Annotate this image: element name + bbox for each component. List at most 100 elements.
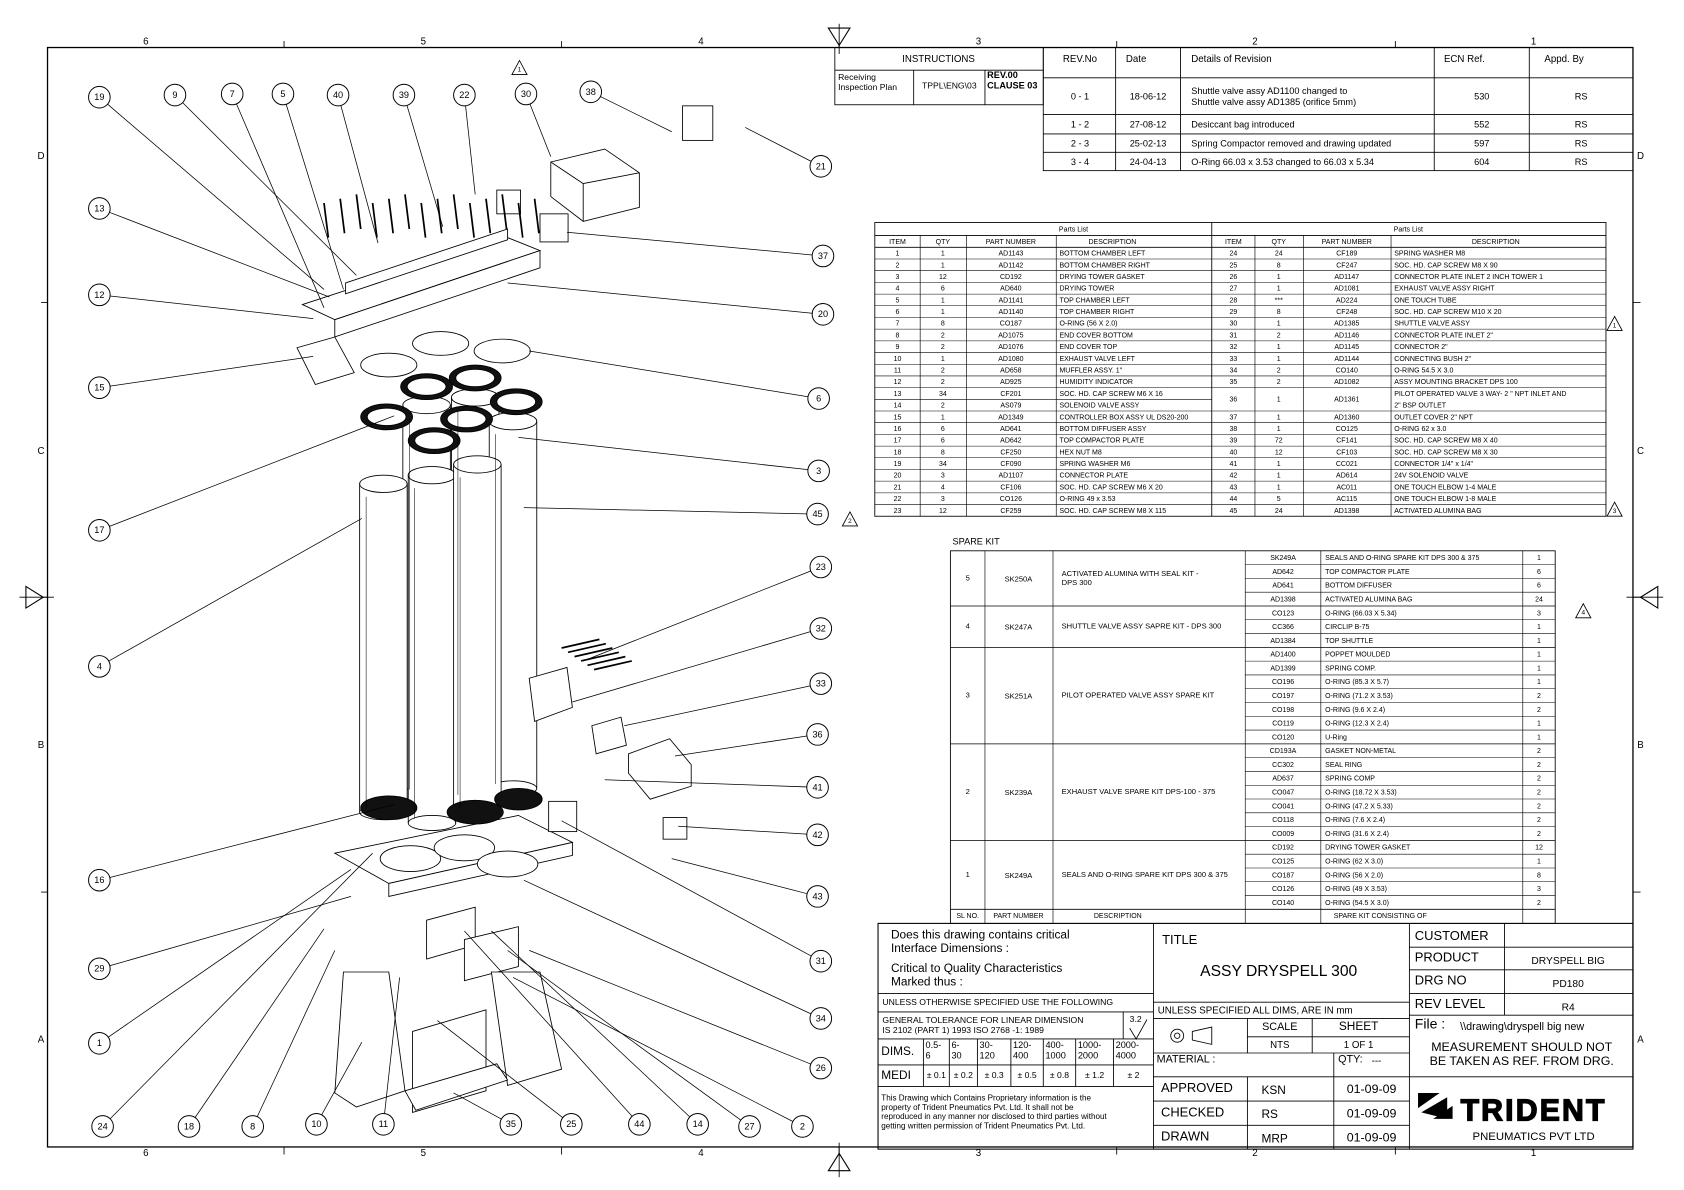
leader-line [109,852,373,1120]
parts-list-cell: AD1141 [998,297,1023,304]
spare-kit-item: O-RING (49 X 3.53) [1325,886,1387,893]
proprietary-note: getting written permission of Trident Pn… [881,1121,1085,1130]
parts-list-header: ITEM [889,239,906,246]
dims-range: 2000- [1116,1040,1139,1050]
parts-list-cell: 22 [894,496,902,503]
parts-list-cell: AD1146 [1334,332,1359,339]
parts-list-cell: CONNECTOR PLATE INLET 2" [1394,332,1493,339]
drying-tower-top [453,455,502,474]
spare-kit-item: AD637 [1272,776,1294,783]
spare-kit-item: 1 [1537,638,1541,645]
dims-range: 120 [980,1050,995,1060]
parts-list-cell: 1 [941,414,945,421]
balloon [686,1112,709,1136]
o-ring [379,845,442,872]
spare-kit-item: SPRING COMP. [1325,665,1376,672]
tolerance: ± 0.8 [1050,1070,1069,1080]
parts-list-cell: ACTIVATED ALUMINA BAG [1394,508,1481,515]
revision-marker: 1 [1613,322,1617,329]
parts-list-cell: AD642 [1000,438,1022,445]
parts-list-cell: 2 [941,344,945,351]
logo-mark [1433,1105,1453,1119]
spare-kit-item: SEAL RING [1325,762,1362,769]
zone-label: 3 [976,37,981,48]
balloon-number: 5 [280,89,285,99]
revision-marker: 4 [1581,610,1585,617]
parts-list-cell: 24 [1229,251,1237,258]
shuttle-valve [528,666,573,723]
proprietary-note: This Drawing which Contains Proprietary … [881,1094,1091,1103]
balloon [738,1115,761,1138]
parts-list-cell: CF103 [1336,449,1357,456]
balloon-number: 32 [816,624,826,634]
spare-kit-group: 5 [966,573,970,582]
approval-date: 01-09-09 [1347,1131,1397,1145]
parts-list-cell: 36 [1229,397,1237,404]
spare-kit-item: O-RING (56 X 2.0) [1325,872,1383,879]
parts-list-cell: 2 [896,262,900,269]
leader-line [285,104,344,290]
spare-kit-item: O-RING (47.2 X 5.33) [1325,803,1393,810]
title-block-text: UNLESS OTHERWISE SPECIFIED USE THE FOLLO… [882,997,1113,1007]
leader-line [583,570,811,662]
tolerance: ± 0.5 [1018,1070,1037,1080]
title-block-text: QTY: [1338,1053,1363,1065]
revision-marker: 3 [1613,508,1617,515]
spare-kit-item: CC302 [1272,762,1294,769]
projection-symbol [1170,1028,1185,1043]
parts-list-table [874,222,1607,517]
parts-list-cell: AC011 [1336,484,1357,491]
zone-label: 6 [143,1148,148,1159]
parts-list-cell: SOC. HD. CAP SCREW M8 X 30 [1394,449,1497,456]
revision-table [1042,47,1634,172]
title-block-text: Marked thus : [891,975,963,989]
balloon-number: 42 [812,830,822,840]
spare-kit-item: CO009 [1272,831,1294,838]
diffuser-holes [366,407,407,426]
leader-line [182,102,357,276]
title-block-label: CUSTOMER [1415,928,1489,943]
parts-list-cell: 19 [894,461,902,468]
dims-range: 6 [926,1050,931,1060]
parts-list-cell: EXHAUST VALVE ASSY RIGHT [1394,286,1495,293]
parts-list-cell: HEX NUT M8 [1059,449,1101,456]
instructions-cell: Inspection Plan [838,82,897,92]
parts-list-cell: AD1385 [1334,321,1359,328]
dims-range: 2000 [1078,1050,1098,1060]
parts-list-cell: 1 [941,297,945,304]
balloon [809,1007,833,1030]
parts-list-cell: 1 [941,262,945,269]
bolt [339,198,346,234]
spare-kit-item: O-RING (62 X 3.0) [1325,858,1383,865]
approval-name: MRP [1261,1132,1287,1146]
parts-list-cell: 14 [894,403,902,410]
spare-kit-item: AD642 [1272,569,1294,576]
parts-list-cell: 38 [1229,426,1237,433]
o-ring [476,850,539,878]
balloon-number: 1 [97,1038,102,1048]
parts-list-cell: 1 [1277,321,1281,328]
spare-kit-item: 1 [1537,721,1541,728]
spare-kit-group: SK250A [1005,574,1034,583]
parts-list-header: PART NUMBER [1322,239,1372,246]
title-block-label: DRG NO [1415,973,1467,988]
parts-list-cell: TOP CHAMBER RIGHT [1059,309,1135,316]
balloon-number: 31 [816,956,826,966]
parts-list-cell: 1 [1277,484,1281,491]
spare-kit-item: 1 [1537,734,1541,741]
parts-list-cell: AD1107 [998,473,1023,480]
parts-list-cell: ONE TOUCH ELBOW 1-8 MALE [1394,496,1496,503]
parts-list-cell: 24V SOLENOID VALVE [1394,473,1468,480]
parts-list-cell: 1 [1277,274,1281,281]
title-block-text: IS 2102 (PART 1) 1993 ISO 2768 -1: 1989 [882,1025,1044,1035]
zone-label: D [38,151,45,162]
revision-cell: 25-02-13 [1130,139,1167,149]
spare-kit-item: O-RING (7.6 X 2.4) [1325,817,1385,824]
measurement-note: MEASUREMENT SHOULD NOT [1431,1040,1612,1054]
parts-list-cell: 1 [896,251,900,258]
balloon-number: 15 [94,383,104,393]
zone-label: C [1637,446,1644,457]
spare-kit-item: SPRING COMP [1325,776,1375,783]
parts-list-cell: 72 [1275,438,1283,445]
spare-kit-item: 2 [1537,817,1541,824]
